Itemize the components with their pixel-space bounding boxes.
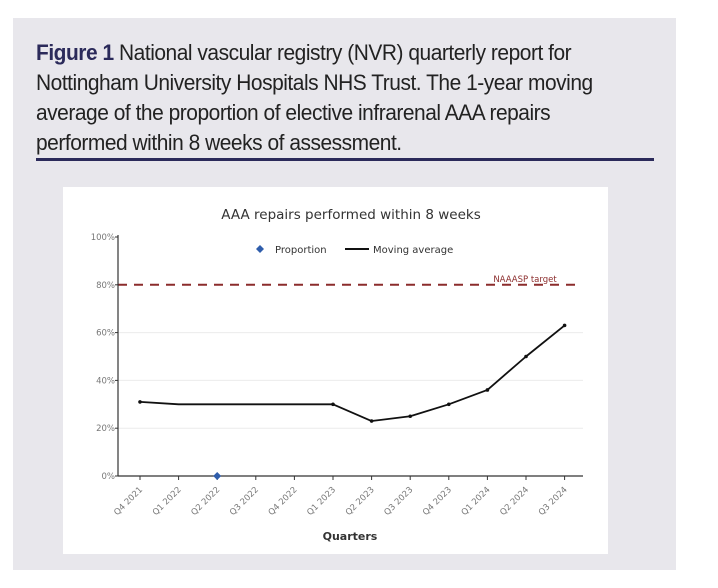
proportion-point bbox=[213, 472, 222, 480]
legend-proportion-label: Proportion bbox=[275, 245, 327, 256]
chart-legend: Proportion Moving average bbox=[256, 245, 453, 256]
figure-label: Figure 1 bbox=[36, 40, 114, 65]
y-tick-label: 20% bbox=[96, 424, 115, 434]
x-tick-label: Q1 2022 bbox=[151, 485, 184, 518]
target-label: NAAASP target bbox=[493, 275, 557, 285]
y-tick-label: 0% bbox=[102, 472, 116, 482]
x-tick-label: Q2 2024 bbox=[498, 485, 531, 518]
moving-average-point bbox=[485, 388, 490, 392]
x-tick-label: Q2 2023 bbox=[344, 485, 377, 518]
x-tick-label: Q4 2022 bbox=[267, 485, 300, 518]
moving-average-line bbox=[139, 324, 566, 422]
line-chart: AAA repairs performed within 8 weeks Pro… bbox=[91, 207, 583, 543]
moving-average-point bbox=[524, 354, 528, 359]
moving-average-point bbox=[562, 323, 567, 328]
x-tick-label: Q2 2022 bbox=[189, 485, 222, 518]
x-tick-label: Q4 2021 bbox=[112, 485, 145, 518]
chart-container: AAA repairs performed within 8 weeks Pro… bbox=[63, 187, 608, 554]
moving-average-point bbox=[369, 419, 374, 423]
y-tick-label: 40% bbox=[96, 376, 115, 386]
x-axis-label: Quarters bbox=[323, 530, 378, 543]
chart-title: AAA repairs performed within 8 weeks bbox=[221, 207, 480, 223]
x-tick-label: Q3 2023 bbox=[382, 485, 415, 518]
x-tick-label: Q4 2023 bbox=[421, 485, 454, 518]
y-tick-label: 80% bbox=[96, 281, 115, 291]
x-tick-label: Q3 2022 bbox=[228, 485, 261, 518]
x-tick-label: Q1 2024 bbox=[460, 485, 493, 518]
x-tick-label: Q3 2024 bbox=[537, 485, 570, 518]
moving-average-point bbox=[331, 402, 335, 407]
x-tick-label: Q1 2023 bbox=[305, 485, 338, 518]
caption-text: National vascular registry (NVR) quarter… bbox=[36, 40, 593, 155]
y-tick-label: 60% bbox=[96, 329, 115, 339]
moving-average-point bbox=[138, 400, 142, 404]
legend-proportion-marker bbox=[256, 245, 264, 253]
legend-moving-average-label: Moving average bbox=[373, 245, 453, 256]
moving-average-point bbox=[408, 414, 413, 419]
y-tick-label: 100% bbox=[91, 233, 115, 243]
caption-divider bbox=[36, 158, 654, 161]
moving-average-point bbox=[447, 402, 451, 407]
figure-caption: Figure 1 National vascular registry (NVR… bbox=[36, 38, 622, 158]
